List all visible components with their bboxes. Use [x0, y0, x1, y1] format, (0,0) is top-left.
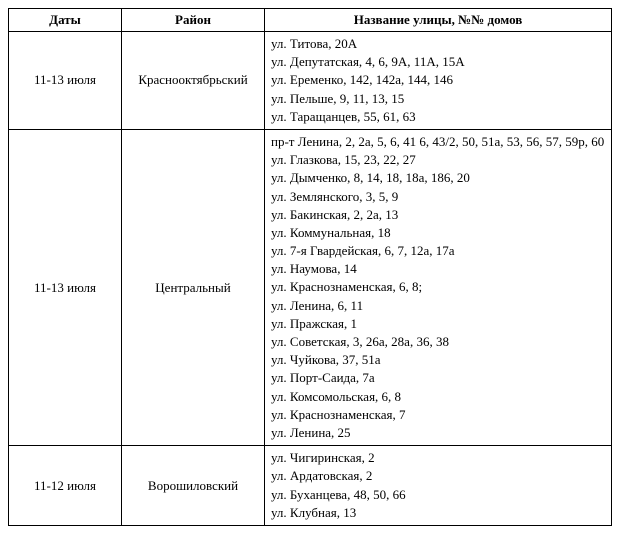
- street-line: ул. Пельше, 9, 11, 13, 15: [271, 90, 605, 108]
- street-line: ул. Ленина, 25: [271, 424, 605, 442]
- street-line: ул. Дымченко, 8, 14, 18, 18а, 186, 20: [271, 169, 605, 187]
- street-line: ул. Советская, 3, 26а, 28а, 36, 38: [271, 333, 605, 351]
- street-line: ул. Ардатовская, 2: [271, 467, 605, 485]
- street-line: ул. Таращанцев, 55, 61, 63: [271, 108, 605, 126]
- street-line: ул. Бакинская, 2, 2а, 13: [271, 206, 605, 224]
- street-line: ул. Землянского, 3, 5, 9: [271, 188, 605, 206]
- street-line: ул. Краснознаменская, 7: [271, 406, 605, 424]
- cell-district: Центральный: [122, 129, 265, 445]
- cell-dates: 11-13 июля: [9, 32, 122, 130]
- street-line: пр-т Ленина, 2, 2а, 5, 6, 41 6, 43/2, 50…: [271, 133, 605, 151]
- schedule-table: Даты Район Название улицы, №№ домов 11-1…: [8, 8, 612, 526]
- cell-district: Краснооктябрьский: [122, 32, 265, 130]
- cell-streets: ул. Чигиринская, 2ул. Ардатовская, 2ул. …: [265, 446, 612, 526]
- street-line: ул. Наумова, 14: [271, 260, 605, 278]
- cell-streets: ул. Титова, 20Аул. Депутатская, 4, 6, 9А…: [265, 32, 612, 130]
- header-district: Район: [122, 9, 265, 32]
- street-line: ул. Чуйкова, 37, 51а: [271, 351, 605, 369]
- street-line: ул. Ленина, 6, 11: [271, 297, 605, 315]
- street-line: ул. Буханцева, 48, 50, 66: [271, 486, 605, 504]
- table-row: 11-12 июляВорошиловскийул. Чигиринская, …: [9, 446, 612, 526]
- table-row: 11-13 июляЦентральный пр-т Ленина, 2, 2а,…: [9, 129, 612, 445]
- cell-dates: 11-13 июля: [9, 129, 122, 445]
- street-line: ул. Глазкова, 15, 23, 22, 27: [271, 151, 605, 169]
- street-line: ул. Краснознаменская, 6, 8;: [271, 278, 605, 296]
- street-line: ул. Чигиринская, 2: [271, 449, 605, 467]
- street-line: ул. Комсомольская, 6, 8: [271, 388, 605, 406]
- street-line: ул. Еременко, 142, 142а, 144, 146: [271, 71, 605, 89]
- cell-streets: пр-т Ленина, 2, 2а, 5, 6, 41 6, 43/2, 50…: [265, 129, 612, 445]
- street-line: ул. Депутатская, 4, 6, 9А, 11А, 15А: [271, 53, 605, 71]
- table-header-row: Даты Район Название улицы, №№ домов: [9, 9, 612, 32]
- street-line: ул. Пражская, 1: [271, 315, 605, 333]
- street-line: ул. Порт-Саида, 7а: [271, 369, 605, 387]
- cell-district: Ворошиловский: [122, 446, 265, 526]
- street-line: ул. Титова, 20А: [271, 35, 605, 53]
- header-dates: Даты: [9, 9, 122, 32]
- street-line: ул. Клубная, 13: [271, 504, 605, 522]
- table-row: 11-13 июляКраснооктябрьскийул. Титова, 2…: [9, 32, 612, 130]
- street-line: ул. 7-я Гвардейская, 6, 7, 12а, 17а: [271, 242, 605, 260]
- header-streets: Название улицы, №№ домов: [265, 9, 612, 32]
- cell-dates: 11-12 июля: [9, 446, 122, 526]
- street-line: ул. Коммунальная, 18: [271, 224, 605, 242]
